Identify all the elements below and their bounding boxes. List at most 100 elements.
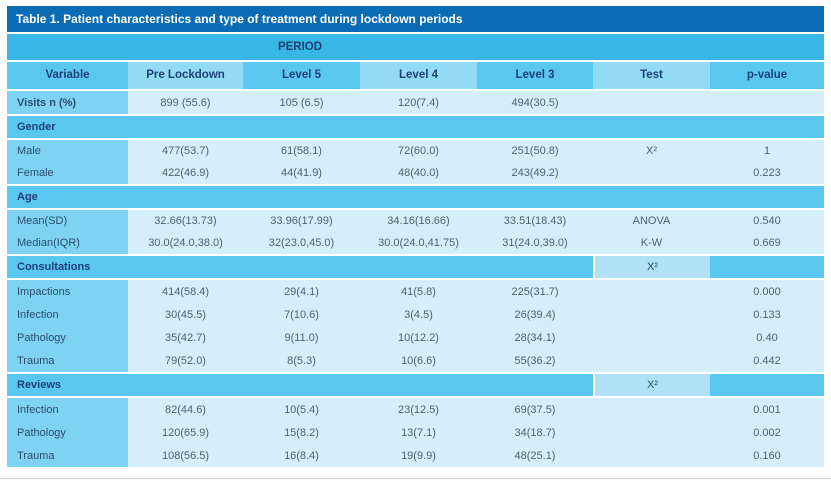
section-label: Gender: [7, 116, 824, 138]
row-label: Male: [7, 140, 128, 162]
divider: [7, 254, 824, 256]
row-label: Pathology: [7, 421, 128, 444]
column-header-p-value: p-value: [710, 62, 824, 89]
row-value: 48(40.0): [360, 162, 477, 184]
test-cell: [593, 398, 710, 421]
row-value: 225(31.7): [477, 280, 593, 303]
row-value: 32(23.0,45.0): [243, 232, 360, 254]
test-cell: [593, 162, 710, 184]
column-header-variable: Variable: [7, 62, 128, 89]
section-label: Age: [7, 186, 824, 208]
table-row: Pathology 120(65.9) 15(8.2) 13(7.1) 34(18.7)…: [7, 421, 824, 444]
row-value: 10(5.4): [243, 398, 360, 421]
test-cell: X²: [593, 140, 710, 162]
test-cell: [593, 303, 710, 326]
row-label: Female: [7, 162, 128, 184]
section-test-cell: X²: [595, 256, 710, 278]
row-value: 72(60.0): [360, 140, 477, 162]
row-value: 477(53.7): [128, 140, 243, 162]
divider: [7, 372, 824, 374]
table-title: Table 1. Patient characteristics and typ…: [7, 6, 824, 32]
row-value: 10(6.6): [360, 349, 477, 372]
test-cell: K-W: [593, 232, 710, 254]
test-cell: [593, 326, 710, 349]
table-row: Infection 30(45.5) 7(10.6) 3(4.5) 26(39.4) 0.…: [7, 303, 824, 326]
column-header-level-4: Level 4: [360, 62, 477, 89]
row-value: 494(30.5): [477, 91, 593, 114]
period-label: PERIOD: [277, 41, 323, 53]
table-row: Trauma 79(52.0) 8(5.3) 10(6.6) 55(36.2) 0.442: [7, 349, 824, 372]
row-label: Infection: [7, 398, 128, 421]
row-value: 41(5.8): [360, 280, 477, 303]
row-value: 422(46.9): [128, 162, 243, 184]
test-cell: [593, 349, 710, 372]
row-value: 15(8.2): [243, 421, 360, 444]
pvalue-cell: 0.133: [710, 303, 824, 326]
table-row: Mean(SD) 32.66(13.73) 33.96(17.99) 34.16(16…: [7, 210, 824, 232]
row-value: 28(34.1): [477, 326, 593, 349]
period-band: PERIOD: [7, 34, 824, 60]
row-value: 34.16(16.66): [360, 210, 477, 232]
pvalue-cell: 0.540: [710, 210, 824, 232]
pvalue-cell: 0.223: [710, 162, 824, 184]
table-row: Male 477(53.7) 61(58.1) 72(60.0) 251(50.8) X²…: [7, 140, 824, 162]
row-value: 33.51(18.43): [477, 210, 593, 232]
header-row: Variable Pre Lockdown Level 5 Level 4 Level …: [7, 62, 824, 89]
test-cell: [593, 444, 710, 467]
row-value: 34(18.7): [477, 421, 593, 444]
row-value: 105 (6.5): [243, 91, 360, 114]
row-label: Visits n (%): [7, 91, 128, 114]
table-body: Visits n (%) 899 (55.6) 105 (6.5) 120(7.4) 4…: [7, 89, 824, 467]
table-row: Infection 82(44.6) 10(5.4) 23(12.5) 69(37.5)…: [7, 398, 824, 421]
row-value: 44(41.9): [243, 162, 360, 184]
column-header-level-3: Level 3: [477, 62, 593, 89]
divider: [7, 138, 824, 140]
row-value: 19(9.9): [360, 444, 477, 467]
row-value: 82(44.6): [128, 398, 243, 421]
row-label: Pathology: [7, 326, 128, 349]
divider: [7, 32, 824, 34]
row-value: 243(49.2): [477, 162, 593, 184]
pvalue-cell: 0.669: [710, 232, 824, 254]
row-label: Median(IQR): [7, 232, 128, 254]
section-row-gender: Gender: [7, 116, 824, 138]
row-value: 16(8.4): [243, 444, 360, 467]
divider: [7, 184, 824, 186]
table-row: Median(IQR) 30.0(24.0,38.0) 32(23.0,45.0) 3…: [7, 232, 824, 254]
row-value: 7(10.6): [243, 303, 360, 326]
divider: [7, 208, 824, 210]
pvalue-cell: 0.442: [710, 349, 824, 372]
row-value: 120(7.4): [360, 91, 477, 114]
row-value: 10(12.2): [360, 326, 477, 349]
pvalue-cell: 0.160: [710, 444, 824, 467]
row-value: 79(52.0): [128, 349, 243, 372]
pvalue-cell: 1: [710, 140, 824, 162]
row-label: Trauma: [7, 444, 128, 467]
table-row: Pathology 35(42.7) 9(11.0) 10(12.2) 28(34.1)…: [7, 326, 824, 349]
divider: [7, 60, 824, 62]
row-value: 33.96(17.99): [243, 210, 360, 232]
section-row-reviews: Reviews X²: [7, 374, 824, 396]
column-header-pre-lockdown: Pre Lockdown: [128, 62, 243, 89]
row-value: 899 (55.6): [128, 91, 243, 114]
row-group: Impactions 414(58.4) 29(4.1) 41(5.8) 225(31.…: [7, 280, 824, 372]
section-label: Reviews: [7, 374, 593, 396]
row-label: Trauma: [7, 349, 128, 372]
pvalue-cell: 0.001: [710, 398, 824, 421]
row-value: 31(24.0,39.0): [477, 232, 593, 254]
row-value: 13(7.1): [360, 421, 477, 444]
row-value: 35(42.7): [128, 326, 243, 349]
pvalue-cell: 0.000: [710, 280, 824, 303]
pvalue-cell: 0.40: [710, 326, 824, 349]
row-label: Impactions: [7, 280, 128, 303]
row-group: Infection 82(44.6) 10(5.4) 23(12.5) 69(37.5)…: [7, 398, 824, 467]
row-group: Male 477(53.7) 61(58.1) 72(60.0) 251(50.8) X²…: [7, 140, 824, 184]
pvalue-cell: [710, 91, 824, 114]
row-label: Mean(SD): [7, 210, 128, 232]
row-value: 120(65.9): [128, 421, 243, 444]
table-row: Female 422(46.9) 44(41.9) 48(40.0) 243(49.2)…: [7, 162, 824, 184]
row-value: 108(56.5): [128, 444, 243, 467]
row-value: 48(25.1): [477, 444, 593, 467]
row-value: 251(50.8): [477, 140, 593, 162]
